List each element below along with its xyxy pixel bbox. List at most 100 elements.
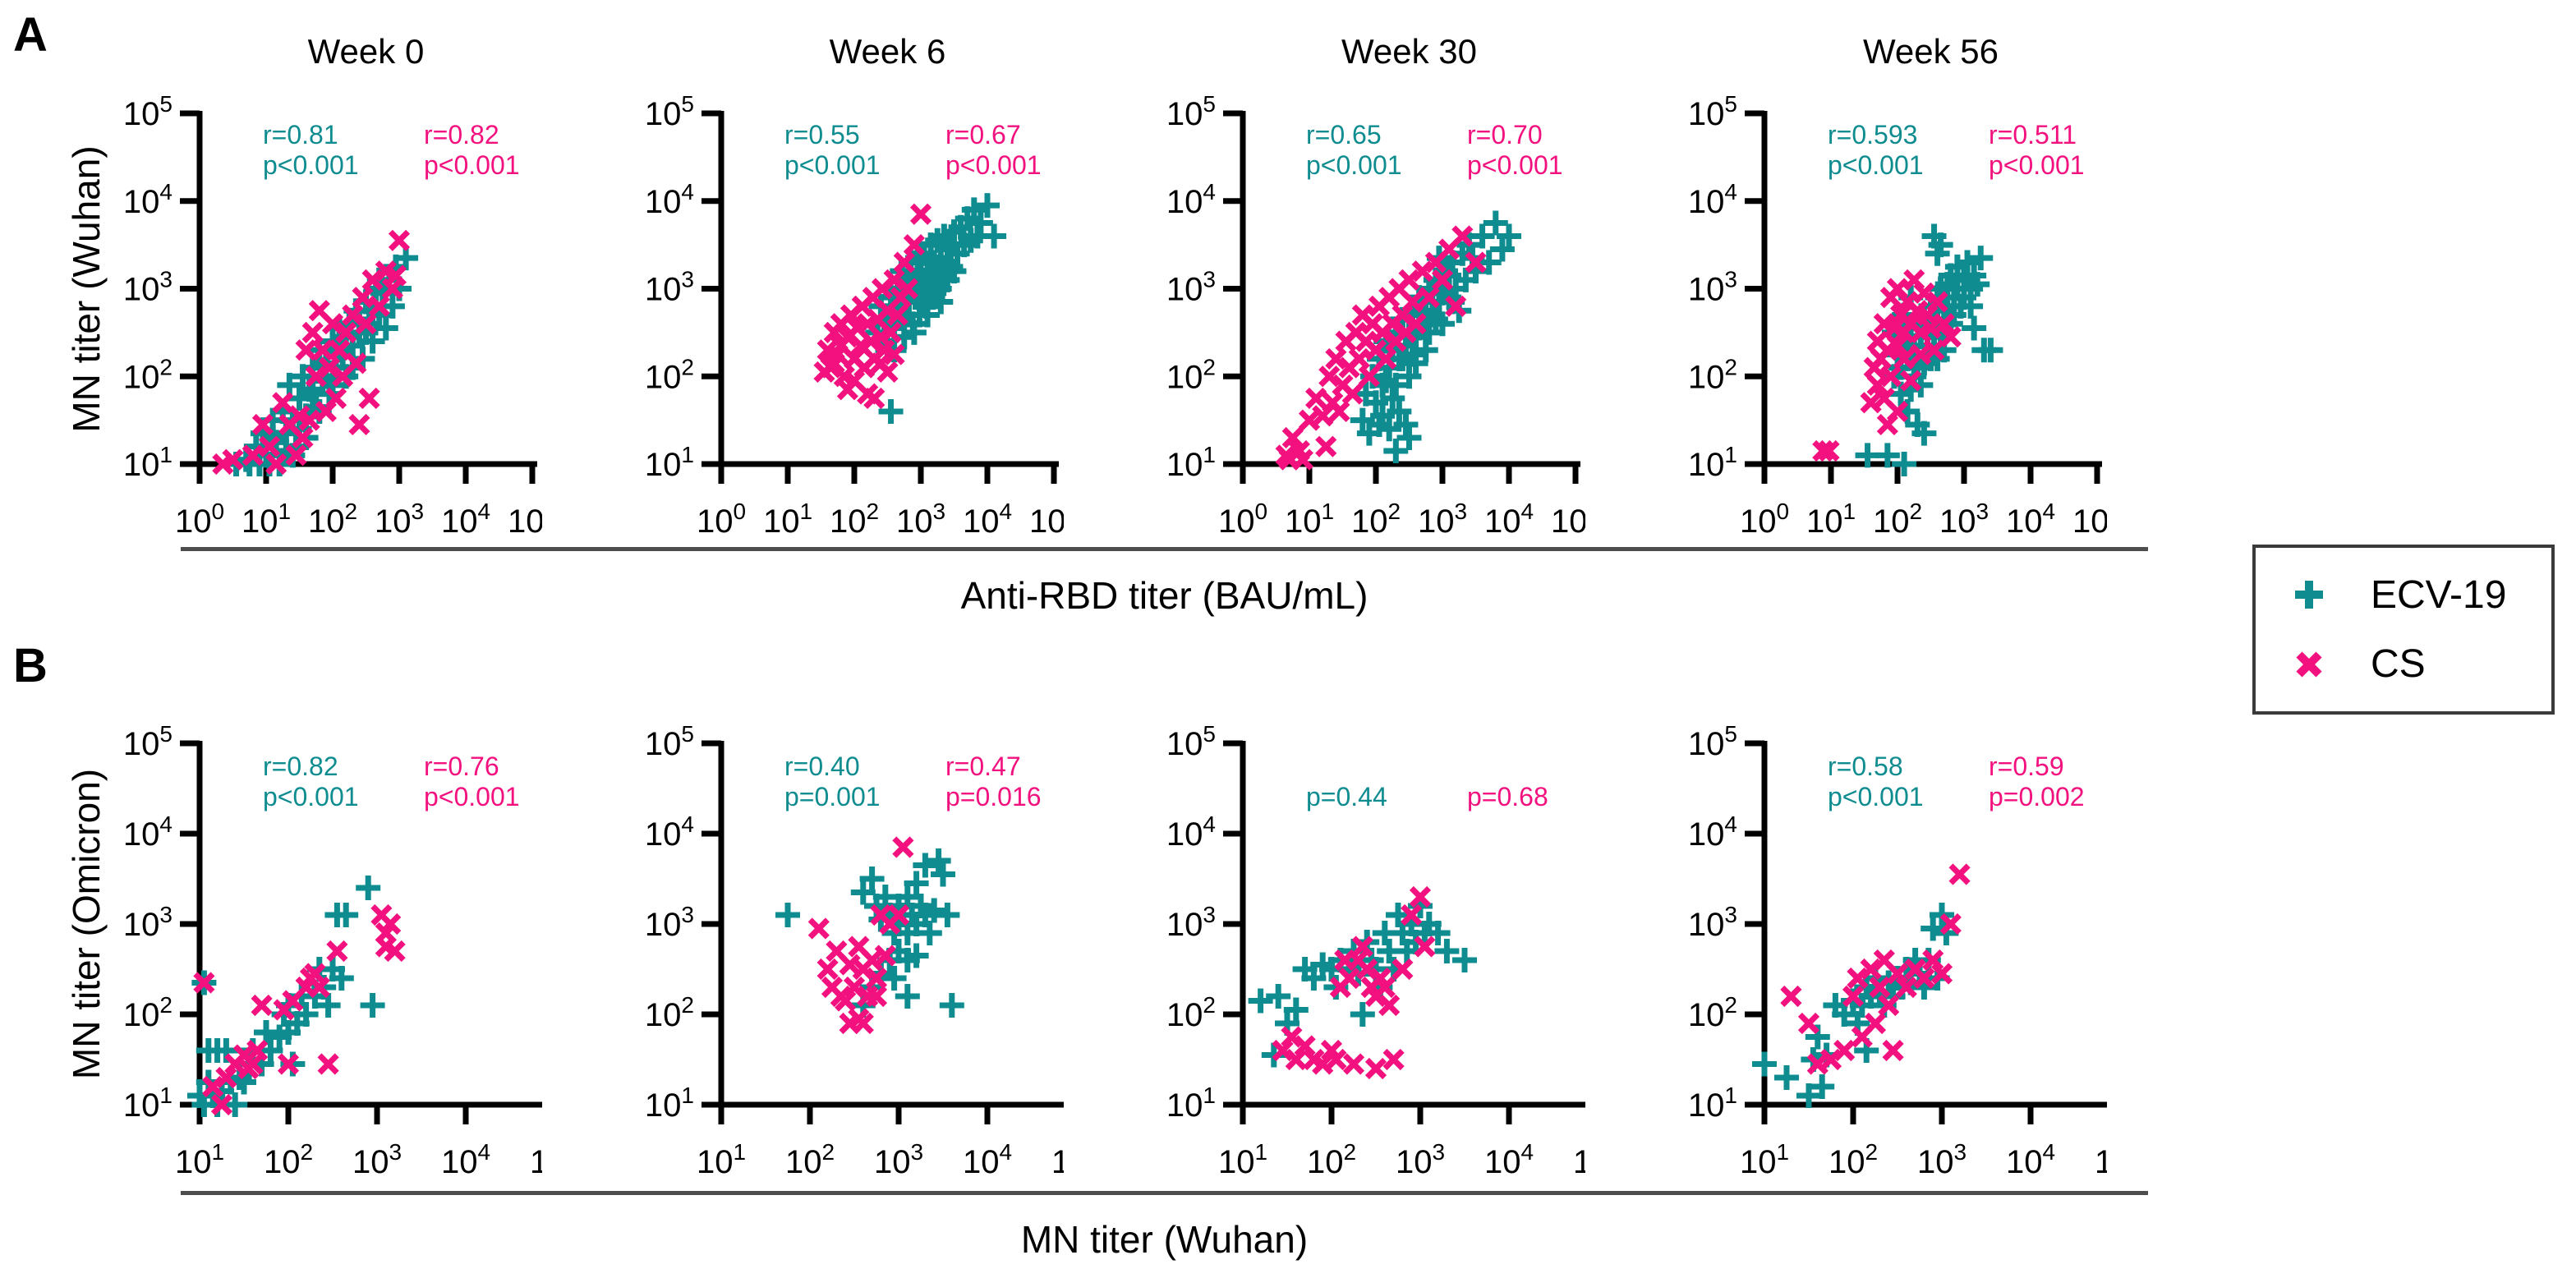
x-tick-label: 104 xyxy=(441,499,490,540)
data-point-cs xyxy=(298,409,320,431)
y-tick-label: 103 xyxy=(123,902,172,943)
data-point-cs xyxy=(1373,976,1396,999)
data-point-ecv xyxy=(904,871,929,896)
data-point-cs xyxy=(258,435,281,457)
data-point-cs xyxy=(272,392,294,414)
data-point-cs xyxy=(1922,949,1944,972)
data-point-ecv xyxy=(1396,425,1422,450)
ecv-p-value: p<0.001 xyxy=(784,150,881,180)
data-point-ecv xyxy=(1350,1002,1375,1027)
legend-item-cs: CS xyxy=(2290,641,2551,687)
data-point-cs xyxy=(1358,365,1380,388)
data-point-ecv xyxy=(1393,411,1419,437)
x-tick-label: 103 xyxy=(1939,499,1989,540)
ecv-r-value xyxy=(1306,752,1387,782)
row-label-a: A xyxy=(13,8,48,62)
panel-title: Week 0 xyxy=(307,32,425,71)
data-point-ecv xyxy=(917,921,942,945)
data-point-ecv xyxy=(915,302,941,328)
data-point-ecv xyxy=(1489,237,1515,262)
data-point-cs xyxy=(1281,1026,1303,1048)
x-tick-label: 105 xyxy=(1051,1139,1064,1180)
panel-title: Week 30 xyxy=(1341,32,1477,71)
data-point-ecv xyxy=(1396,364,1422,389)
plus-icon xyxy=(2295,581,2323,609)
cs-r-value xyxy=(1467,752,1548,782)
data-point-ecv xyxy=(1266,984,1291,1009)
x-tick-label: 100 xyxy=(175,499,224,540)
data-point-cs xyxy=(887,903,910,926)
x-tick-label: 103 xyxy=(1396,1139,1445,1180)
ecv-r-value: r=0.58 xyxy=(1828,752,1903,781)
ecv-p-value: p=0.001 xyxy=(784,782,881,811)
cs-p-value: p=0.016 xyxy=(945,782,1042,811)
data-point-cs xyxy=(380,913,402,936)
data-point-ecv xyxy=(878,398,904,424)
ecv-annotation: r=0.82 p<0.001 xyxy=(263,752,359,812)
data-point-cs xyxy=(1382,1048,1405,1071)
data-point-cs xyxy=(1445,295,1467,317)
data-point-ecv xyxy=(982,223,1007,249)
x-tick-label: 103 xyxy=(874,1139,923,1180)
data-point-cs xyxy=(839,954,861,976)
data-point-ecv xyxy=(1383,438,1409,463)
data-point-cs xyxy=(883,269,905,291)
data-point-cs xyxy=(352,287,374,309)
y-tick-label: 105 xyxy=(1688,91,1737,132)
x-tick-label: 101 xyxy=(763,499,812,540)
data-point-ecv xyxy=(895,885,920,909)
data-point-cs xyxy=(368,295,390,317)
data-point-ecv xyxy=(1323,975,1349,1000)
data-point-ecv xyxy=(1301,966,1327,991)
data-point-cs xyxy=(242,1053,264,1075)
data-point-cs xyxy=(1401,291,1424,313)
data-point-cs xyxy=(883,343,905,365)
x-tick-label: 104 xyxy=(1484,499,1534,540)
panel-title: Week 6 xyxy=(829,32,946,71)
data-point-cs xyxy=(1328,400,1350,423)
data-point-cs xyxy=(1315,435,1337,457)
data-point-cs xyxy=(1325,347,1347,370)
data-point-ecv xyxy=(1962,315,1987,341)
ecv-r-value: r=0.593 xyxy=(1828,120,1918,149)
data-point-cs xyxy=(1465,251,1487,274)
data-point-cs xyxy=(1930,963,1953,985)
y-tick-label: 102 xyxy=(645,354,694,395)
ecv-annotation: r=0.58 p<0.001 xyxy=(1828,752,1924,812)
x-tick-label: 105 xyxy=(1573,1139,1585,1180)
ecv-p-value: p<0.001 xyxy=(263,782,359,811)
data-point-ecv xyxy=(1364,390,1388,416)
data-point-ecv xyxy=(1248,988,1273,1014)
cs-annotation: r=0.82 p<0.001 xyxy=(424,120,520,181)
scatter-plot: 101 102 103 104 105 101 102 103 104 105 xyxy=(645,721,1064,1180)
data-point-cs xyxy=(358,387,380,410)
ecv-p-value: p<0.001 xyxy=(1828,150,1924,180)
data-point-ecv xyxy=(1925,241,1950,266)
data-point-cs xyxy=(1351,936,1373,958)
x-tick-label: 105 xyxy=(530,1139,542,1180)
data-point-ecv xyxy=(1387,398,1412,424)
x-tick-label: 103 xyxy=(375,499,424,540)
cs-annotation: r=0.59 p=0.002 xyxy=(1989,752,2085,812)
data-point-cs xyxy=(335,321,357,343)
x-tick-label: 102 xyxy=(830,499,879,540)
data-point-ecv xyxy=(1810,1074,1835,1099)
data-point-ecv xyxy=(334,903,359,927)
data-point-cs xyxy=(1939,913,1962,936)
cs-p-value: p<0.001 xyxy=(1467,150,1563,180)
cs-r-value: r=0.67 xyxy=(945,120,1021,149)
x-tick-label: 105 xyxy=(1551,499,1585,540)
y-tick-label: 103 xyxy=(1688,267,1737,308)
data-point-ecv xyxy=(1425,921,1451,945)
y-tick-label: 103 xyxy=(1688,902,1737,943)
data-point-cs xyxy=(1431,269,1454,291)
data-point-ecv xyxy=(872,885,898,909)
data-point-cs xyxy=(1878,994,1900,1017)
scatter-plot: 101102103104105100101102103104105 xyxy=(123,91,542,540)
data-point-cs xyxy=(1879,365,1902,388)
data-point-cs xyxy=(285,444,307,467)
y-tick-label: 105 xyxy=(1166,721,1216,762)
data-point-ecv xyxy=(1413,338,1438,363)
y-tick-label: 102 xyxy=(123,354,172,395)
ecv-r-value: r=0.55 xyxy=(784,120,860,149)
